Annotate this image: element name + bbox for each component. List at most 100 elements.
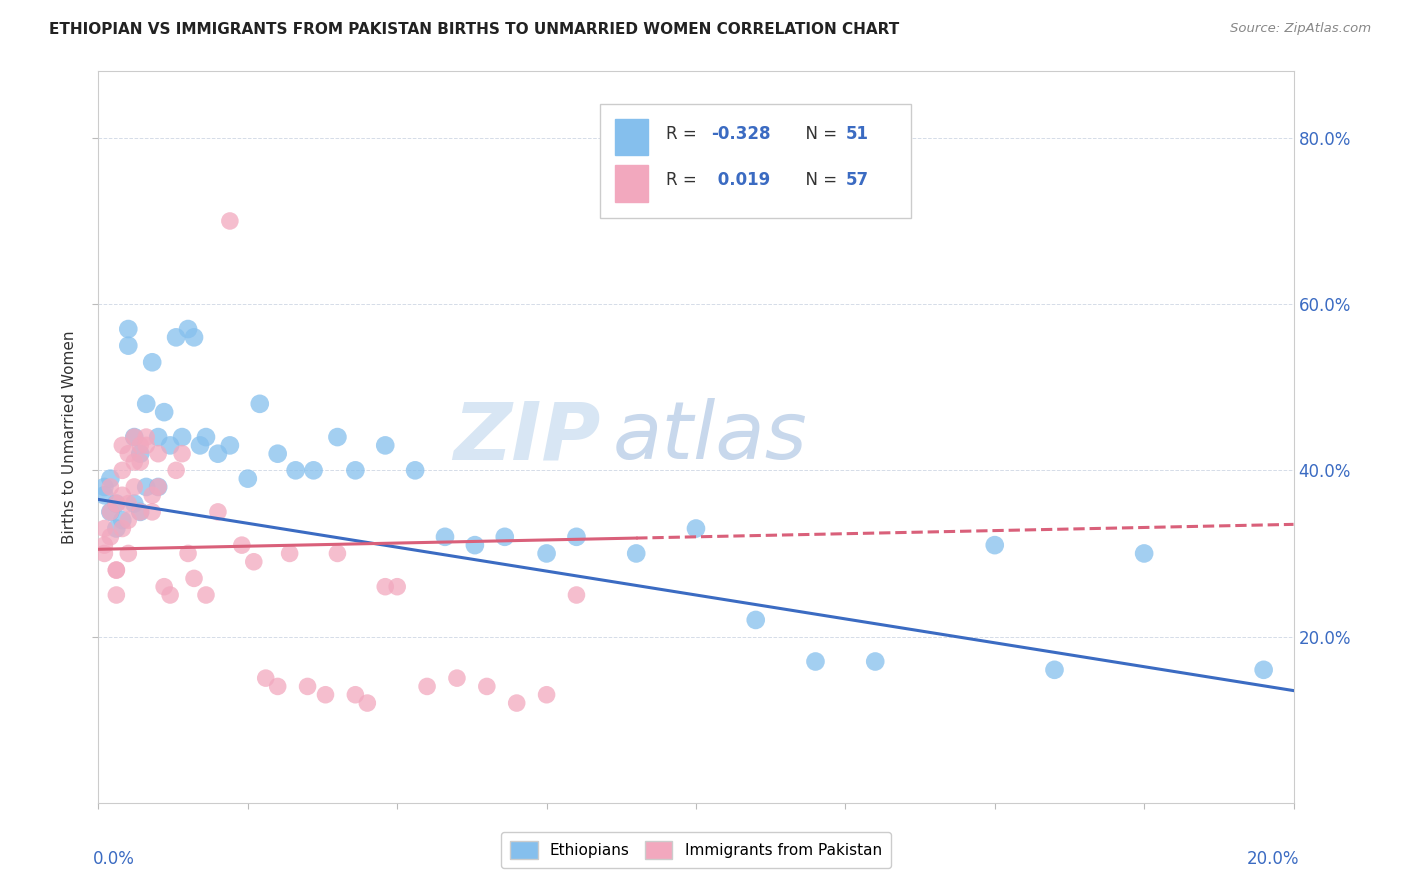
Point <box>984 538 1007 552</box>
Point <box>153 405 176 419</box>
Point <box>374 580 396 594</box>
Point <box>117 338 139 352</box>
Point <box>105 588 128 602</box>
Text: Source: ZipAtlas.com: Source: ZipAtlas.com <box>1230 22 1371 36</box>
Point <box>254 671 277 685</box>
Point <box>188 438 211 452</box>
Text: N =: N = <box>796 125 842 143</box>
Point <box>148 447 170 461</box>
Point <box>148 480 170 494</box>
Text: R =: R = <box>666 170 702 188</box>
Point <box>536 688 558 702</box>
Point <box>207 447 229 461</box>
Point <box>865 655 887 669</box>
Point <box>494 530 516 544</box>
Point <box>148 480 170 494</box>
Point <box>105 521 128 535</box>
Point <box>124 455 146 469</box>
Point <box>1043 663 1066 677</box>
Point <box>745 613 768 627</box>
Point <box>434 530 457 544</box>
Point <box>124 430 146 444</box>
Point <box>117 497 139 511</box>
Point <box>195 430 218 444</box>
Point <box>278 546 301 560</box>
Point <box>124 430 146 444</box>
Point <box>98 505 122 519</box>
Point <box>148 430 170 444</box>
Text: 0.0%: 0.0% <box>93 850 135 868</box>
Legend: Ethiopians, Immigrants from Pakistan: Ethiopians, Immigrants from Pakistan <box>501 832 891 868</box>
Point <box>536 546 558 560</box>
Point <box>124 480 146 494</box>
Text: 0.019: 0.019 <box>711 170 769 188</box>
Point <box>284 463 307 477</box>
Point <box>98 480 122 494</box>
Point <box>565 588 588 602</box>
Text: ETHIOPIAN VS IMMIGRANTS FROM PAKISTAN BIRTHS TO UNMARRIED WOMEN CORRELATION CHAR: ETHIOPIAN VS IMMIGRANTS FROM PAKISTAN BI… <box>49 22 900 37</box>
Point <box>475 680 498 694</box>
Text: atlas: atlas <box>613 398 807 476</box>
Point <box>141 355 163 369</box>
Point <box>464 538 486 552</box>
Point <box>236 472 259 486</box>
Point <box>326 430 349 444</box>
Point <box>326 546 349 560</box>
Text: N =: N = <box>796 170 842 188</box>
Point <box>111 513 134 527</box>
Point <box>93 546 115 560</box>
Point <box>249 397 271 411</box>
Point <box>105 563 128 577</box>
Point <box>98 530 122 544</box>
Point <box>404 463 426 477</box>
Point <box>105 497 128 511</box>
Point <box>129 438 152 452</box>
Text: 20.0%: 20.0% <box>1247 850 1299 868</box>
Point <box>267 680 290 694</box>
Point <box>105 563 128 577</box>
Point <box>344 463 367 477</box>
Point <box>117 546 139 560</box>
FancyBboxPatch shape <box>600 104 911 218</box>
Point <box>219 214 242 228</box>
Point <box>267 447 290 461</box>
Text: R =: R = <box>666 125 702 143</box>
Point <box>98 505 122 519</box>
Point <box>626 546 648 560</box>
Point <box>93 521 115 535</box>
Point <box>416 680 439 694</box>
Point <box>159 438 181 452</box>
Point <box>105 497 128 511</box>
Point <box>159 588 181 602</box>
Point <box>135 480 157 494</box>
Point <box>356 696 378 710</box>
Point <box>93 480 115 494</box>
Point <box>135 438 157 452</box>
Point <box>141 488 163 502</box>
Text: -0.328: -0.328 <box>711 125 770 143</box>
Point <box>231 538 253 552</box>
Point <box>153 580 176 594</box>
Point <box>117 322 139 336</box>
Point <box>135 430 157 444</box>
Text: ZIP: ZIP <box>453 398 600 476</box>
Point <box>165 463 187 477</box>
Point <box>1133 546 1156 560</box>
Point <box>129 505 152 519</box>
Point <box>183 330 205 344</box>
Point <box>111 438 134 452</box>
Point <box>129 447 152 461</box>
Point <box>93 488 115 502</box>
Point <box>98 472 122 486</box>
Point <box>315 688 337 702</box>
Text: 57: 57 <box>845 170 869 188</box>
Point <box>111 521 134 535</box>
Bar <box>614 165 648 202</box>
Point <box>243 555 266 569</box>
Point <box>135 397 157 411</box>
Point <box>219 438 242 452</box>
Point <box>172 447 194 461</box>
Point <box>1253 663 1275 677</box>
Point <box>172 430 194 444</box>
Point <box>177 546 200 560</box>
